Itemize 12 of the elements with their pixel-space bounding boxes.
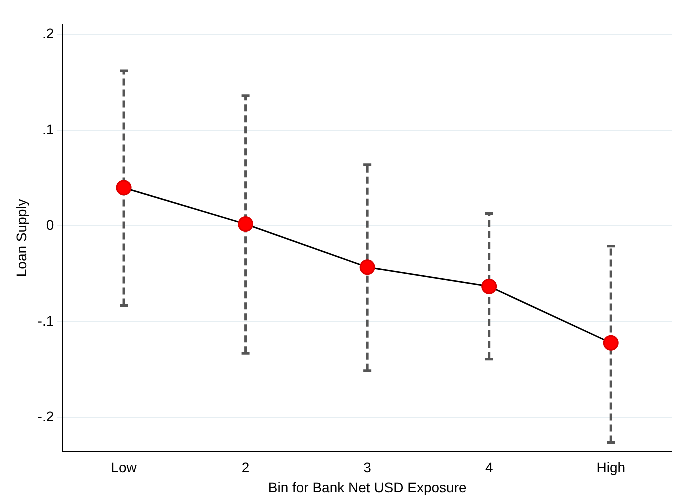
y-tick-label: -.2: [38, 408, 54, 425]
x-axis-title: Bin for Bank Net USD Exposure: [268, 479, 467, 496]
x-tick-label: 4: [485, 460, 494, 476]
x-tick-label: 3: [364, 460, 372, 476]
y-tick-label: .2: [42, 25, 54, 42]
x-tick-label: 2: [242, 460, 250, 476]
y-axis-title: Loan Supply: [13, 199, 30, 278]
y-tick-label: -.1: [38, 312, 54, 329]
x-tick-label: High: [596, 460, 626, 476]
y-tick-label: .1: [42, 121, 54, 138]
y-tick-label: 0: [46, 217, 54, 234]
x-tick-label: Low: [111, 460, 138, 476]
